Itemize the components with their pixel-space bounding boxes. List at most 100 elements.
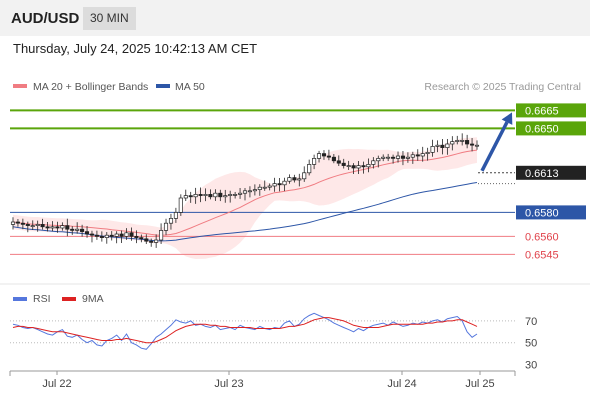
candle-body <box>104 234 109 238</box>
candle <box>183 189 188 202</box>
candle <box>134 230 139 244</box>
candle <box>287 174 292 184</box>
candle <box>124 228 129 240</box>
candle-body <box>287 177 292 182</box>
rsi-ma-line <box>12 317 478 344</box>
price-label-0-6665-bg <box>516 103 586 118</box>
candle <box>440 139 445 155</box>
candle-body <box>80 228 85 232</box>
candle-body <box>351 165 356 169</box>
candle-body <box>386 156 391 159</box>
candle <box>341 158 346 169</box>
candle-body <box>277 183 282 186</box>
candle-body <box>60 225 65 229</box>
candle <box>109 231 114 241</box>
legend-rsi-ma-swatch <box>62 297 76 301</box>
x-tick-label: Jul 23 <box>214 378 243 390</box>
rsi-tick-50: 50 <box>525 338 537 350</box>
candle-body <box>154 239 159 243</box>
candle-body <box>30 225 35 227</box>
candle-body <box>173 212 178 219</box>
candle-body <box>129 232 134 237</box>
candle <box>242 187 248 201</box>
candle <box>223 189 228 203</box>
candle <box>292 174 297 183</box>
candle <box>282 177 287 192</box>
candle <box>50 221 55 232</box>
candle-body <box>297 178 302 181</box>
candle-body <box>218 192 223 198</box>
candle-body <box>45 226 50 229</box>
candle <box>391 154 396 164</box>
timeframe-button[interactable]: 30 MIN <box>83 7 136 30</box>
candle-body <box>168 218 174 224</box>
candle <box>60 222 65 231</box>
candle-body <box>228 194 233 196</box>
candle <box>470 137 475 152</box>
candle <box>321 150 327 160</box>
candle <box>297 173 302 187</box>
legend-ma50-label: MA 50 <box>175 81 205 93</box>
candle-body <box>134 236 139 238</box>
candle <box>94 230 99 240</box>
candle-body <box>381 156 386 159</box>
candle-body <box>474 144 480 147</box>
candle-body <box>203 194 208 196</box>
rsi-tick-70: 70 <box>525 316 537 328</box>
rsi-line <box>12 312 478 350</box>
candle-body <box>307 164 312 174</box>
candle <box>149 238 154 247</box>
candle <box>238 187 243 199</box>
candle <box>277 178 282 192</box>
candle-body <box>262 186 267 189</box>
candle <box>203 188 208 202</box>
candle-body <box>109 234 114 237</box>
candle <box>405 152 410 163</box>
candle <box>159 223 164 244</box>
candle-body <box>316 153 322 159</box>
candle-body <box>425 152 430 154</box>
candle <box>435 140 440 153</box>
candle <box>129 227 134 241</box>
candle <box>178 194 183 216</box>
candle-body <box>405 156 410 159</box>
candle <box>163 218 169 236</box>
candle <box>257 184 262 196</box>
candle-body <box>114 233 119 237</box>
candle-body <box>25 224 30 226</box>
candle <box>474 140 480 150</box>
candle-body <box>420 153 425 157</box>
price-label-0-6545: 0.6545 <box>525 249 559 261</box>
candle-body <box>470 143 475 146</box>
candle-body <box>139 237 144 240</box>
candle <box>218 189 223 202</box>
candle <box>104 232 109 244</box>
datetime-label: Thursday, July 24, 2025 10:42:13 AM CET <box>13 41 258 56</box>
candle <box>247 186 252 198</box>
candle <box>262 180 267 191</box>
forecast-arrow-shaft <box>480 121 509 172</box>
candle-body <box>331 156 336 162</box>
header-bar: AUD/USD 30 MIN <box>0 0 590 36</box>
legend-rsi-label: RSI <box>33 293 51 305</box>
price-label-0-6650: 0.6650 <box>525 123 559 135</box>
legend-ma50-swatch <box>156 84 170 88</box>
candle <box>144 234 149 245</box>
candle <box>80 224 85 237</box>
price-label-0-6665: 0.6665 <box>525 105 559 117</box>
candle-body <box>430 146 435 153</box>
candle <box>114 231 119 244</box>
candle-body <box>193 194 198 198</box>
candle <box>376 155 381 168</box>
candle-body <box>238 192 243 195</box>
legend-rsi-ma-label: 9MA <box>82 293 104 305</box>
candle-body <box>35 224 40 226</box>
ma20-line <box>12 149 478 236</box>
candle-body <box>371 160 376 165</box>
candle <box>450 136 455 151</box>
candle <box>252 184 257 196</box>
candle-body <box>282 180 287 186</box>
candle-body <box>75 228 80 231</box>
candle-body <box>70 228 75 231</box>
